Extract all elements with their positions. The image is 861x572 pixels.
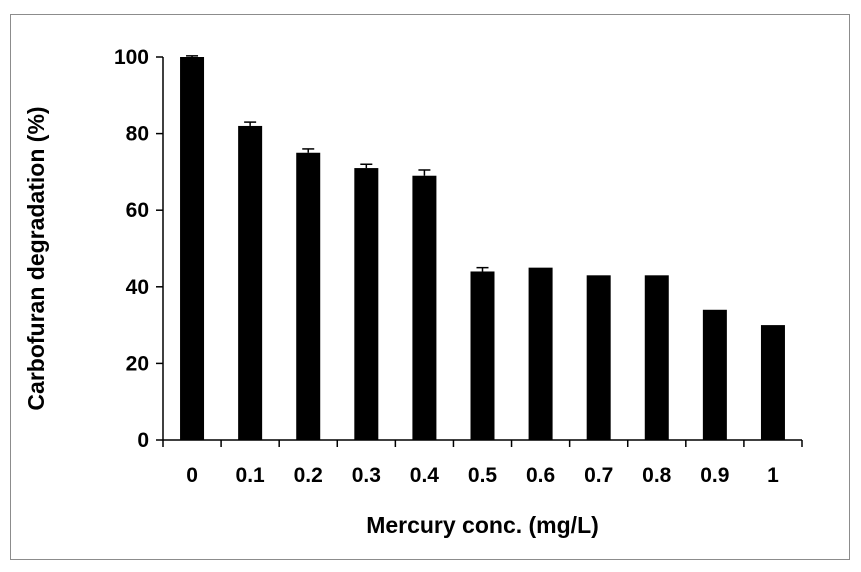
y-tick-label: 60 [126,199,149,222]
bar [702,309,727,440]
x-tick-label: 0 [186,464,198,487]
x-tick-label: 0.4 [410,464,440,487]
bar [412,175,437,441]
x-tick-label: 0.5 [468,464,498,487]
y-tick-label: 80 [126,123,149,146]
bar [470,271,495,440]
x-tick-label: 0.3 [352,464,381,487]
bar [586,275,611,440]
y-tick-label: 20 [126,352,149,375]
bar [238,125,263,440]
x-tick-label: 0.9 [700,464,729,487]
x-tick-label: 0.6 [526,464,555,487]
x-tick-label: 0.7 [584,464,613,487]
x-tick-label: 0.1 [236,464,266,487]
bar [528,267,553,440]
y-ticks-group: 0 20 40 60 80 100 [114,46,163,452]
x-tick-label: 0.2 [294,464,323,487]
bar [644,275,669,440]
x-ticks-group: 0 0.1 0.2 0.3 0.4 0.5 0.6 0.7 0.8 0.9 1 [162,440,803,487]
y-axis-title: Carbofuran degradation (%) [23,106,49,410]
x-axis-title: Mercury conc. (mg/L) [366,512,599,538]
y-tick-label: 100 [114,46,149,69]
error-bars-group [186,55,489,272]
bar [354,168,379,440]
x-tick-label: 1 [767,464,779,487]
bars-group [180,57,785,441]
x-tick-label: 0.8 [642,464,672,487]
y-tick-label: 40 [126,276,149,299]
bar [296,152,321,440]
bar [760,325,785,440]
bar [180,57,205,440]
y-tick-label: 0 [137,429,149,452]
